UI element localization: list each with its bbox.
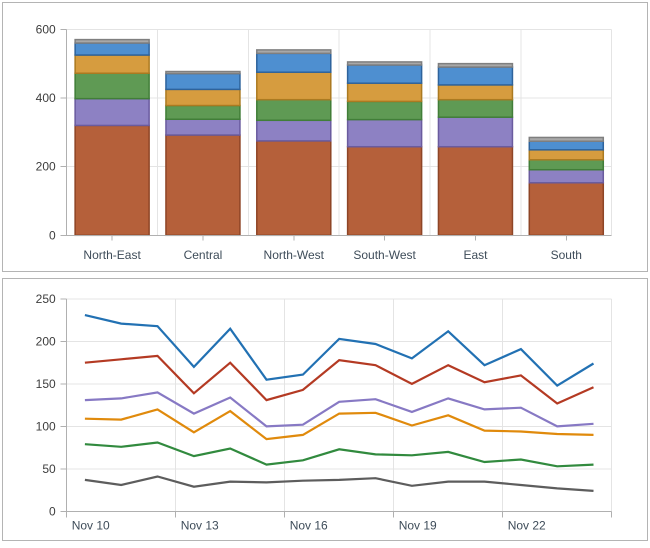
line-chart[interactable]: Nov 10 Nov 13 Nov 16 Nov 19 Nov 22 0 50 100 150 2…	[3, 279, 647, 540]
bar-segment-stack-level-3-green[interactable]	[165, 104, 241, 121]
bar-segment-stack-level-6-gray[interactable]	[165, 70, 241, 75]
x-axis-date-label: Nov 19	[399, 519, 437, 533]
bar-segment-stack-level-6-gray[interactable]	[346, 61, 423, 66]
y-axis-label: 50	[42, 462, 56, 476]
bar-segment-stack-level-4-gold[interactable]	[437, 84, 514, 101]
bar-segment-stack-level-2-purple[interactable]	[528, 168, 605, 184]
bar-segment-stack-level-4-gold[interactable]	[74, 54, 150, 74]
y-axis-label: 0	[49, 504, 56, 518]
bar-segment-stack-level-4-gold[interactable]	[165, 88, 241, 107]
series-line-green[interactable]	[84, 441, 594, 468]
bar-segment-stack-level-3-green[interactable]	[528, 159, 605, 171]
bar-segment-stack-level-3-green[interactable]	[256, 98, 332, 122]
bar-segment-stack-level-1-rust[interactable]	[528, 182, 605, 237]
category-label: South-West	[353, 248, 416, 262]
bar-segment-stack-level-4-gold[interactable]	[346, 82, 423, 103]
bar-segment-stack-level-2-purple[interactable]	[74, 97, 150, 127]
bar-segment-stack-level-5-blue[interactable]	[256, 52, 332, 73]
bar-segment-stack-level-2-purple[interactable]	[437, 116, 514, 148]
bar-segment-stack-level-3-green[interactable]	[346, 100, 423, 121]
bar-segment-stack-level-3-green[interactable]	[74, 72, 150, 100]
y-axis-label: 600	[36, 22, 56, 36]
bar-segment-stack-level-4-gold[interactable]	[256, 71, 332, 101]
bar-segment-stack-level-2-purple[interactable]	[165, 118, 241, 136]
bar-segment-stack-level-2-purple[interactable]	[346, 118, 423, 148]
series-line-blue[interactable]	[84, 314, 595, 387]
x-axis-date-label: Nov 22	[508, 519, 546, 533]
bar-segment-stack-level-6-gray[interactable]	[437, 62, 514, 68]
category-label: North-West	[264, 248, 325, 262]
y-axis-label: 0	[49, 228, 56, 242]
bar-segment-stack-level-4-gold[interactable]	[528, 149, 605, 161]
bar-segment-stack-level-5-blue[interactable]	[165, 72, 241, 91]
bar-segment-stack-level-5-blue[interactable]	[74, 42, 150, 56]
category-label: East	[463, 248, 488, 262]
category-label: North-East	[83, 248, 141, 262]
x-axis-date-label: Nov 13	[181, 519, 219, 533]
bar-segment-stack-level-6-gray[interactable]	[528, 136, 605, 142]
bar-segment-stack-level-3-green[interactable]	[437, 98, 514, 118]
bar-segment-stack-level-5-blue[interactable]	[346, 64, 423, 84]
series-line-purple[interactable]	[84, 391, 594, 428]
series-line-orange[interactable]	[84, 408, 594, 441]
category-label: South	[551, 248, 582, 262]
x-axis-date-label: Nov 16	[290, 519, 328, 533]
bar-segment-stack-level-1-rust[interactable]	[346, 145, 423, 237]
bar-segment-stack-level-5-blue[interactable]	[437, 66, 514, 86]
x-axis-date-label: Nov 10	[72, 519, 110, 533]
stacked-bar-chart[interactable]: 0 200 400 600 North-East Central North-West Sou…	[3, 3, 647, 271]
y-axis-label: 250	[36, 292, 56, 306]
stacked-bar-panel: 0 200 400 600 North-East Central North-West Sou…	[2, 2, 648, 272]
y-axis-label: 400	[36, 91, 56, 105]
bar-segment-stack-level-1-rust[interactable]	[437, 145, 514, 237]
bar-segment-stack-level-6-gray[interactable]	[256, 49, 332, 55]
line-chart-panel: Nov 10 Nov 13 Nov 16 Nov 19 Nov 22 0 50 100 150 2…	[2, 278, 648, 541]
bar-segment-stack-level-1-rust[interactable]	[256, 140, 332, 237]
bar-segment-stack-level-1-rust[interactable]	[165, 134, 241, 237]
y-axis-label: 150	[36, 377, 56, 391]
bar-segment-stack-level-1-rust[interactable]	[74, 124, 150, 237]
series-line-red[interactable]	[84, 354, 594, 405]
y-axis-label: 100	[36, 419, 56, 433]
y-axis-label: 200	[36, 160, 56, 174]
y-axis-label: 200	[36, 334, 56, 348]
series-line-gray[interactable]	[84, 475, 594, 492]
bar-segment-stack-level-6-gray[interactable]	[74, 38, 150, 44]
bar-segment-stack-level-5-blue[interactable]	[528, 140, 605, 151]
category-label: Central	[184, 248, 223, 262]
bar-segment-stack-level-2-purple[interactable]	[256, 119, 332, 142]
